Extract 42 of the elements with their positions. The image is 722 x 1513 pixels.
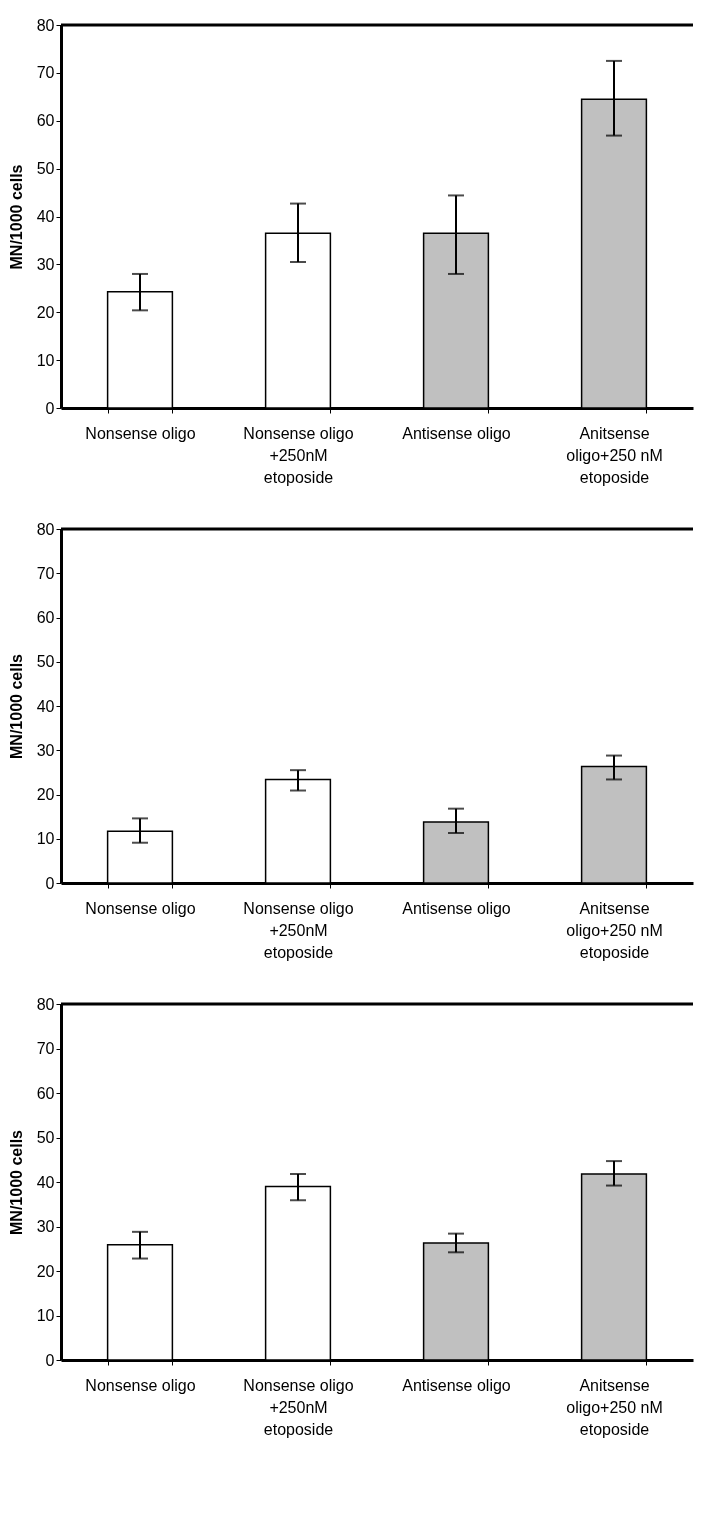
y-axis-title: MN/1000 cells — [7, 1129, 25, 1235]
y-tick-label: 20 — [36, 303, 55, 321]
x-tick-label: Nonsense oligo +250nM etoposide — [243, 899, 354, 961]
x-tick-label: Anitsense oligo+250 nM etoposide — [566, 899, 663, 961]
x-tick-label: Antisense oligo — [402, 1376, 511, 1394]
y-tick-label: 30 — [36, 741, 55, 759]
y-tick-label: 20 — [36, 786, 55, 803]
y-tick-label: 0 — [45, 399, 55, 417]
y-tick-label: 60 — [36, 112, 55, 130]
y-tick-label: 40 — [36, 208, 55, 225]
x-tick-label: Nonsense oligo +250nM etoposide — [243, 424, 354, 486]
y-tick-label: 10 — [36, 1307, 55, 1324]
y-tick-label: 10 — [36, 830, 55, 848]
y-tick-label: 80 — [36, 16, 55, 34]
x-tick-label: Nonsense oligo — [85, 899, 196, 917]
y-tick-label: 20 — [36, 1262, 55, 1280]
x-tick-label: Nonsense oligo +250nM etoposide — [243, 1376, 354, 1438]
y-tick-label: 70 — [36, 64, 55, 82]
y-tick-label: 80 — [36, 995, 55, 1013]
x-tick-label: Anitsense oligo+250 nM etoposide — [566, 424, 663, 486]
y-axis-title: MN/1000 cells — [7, 653, 25, 759]
y-tick-label: 0 — [45, 1351, 55, 1369]
x-tick-label: Nonsense oligo — [85, 1376, 196, 1394]
y-tick-label: 50 — [36, 160, 55, 178]
y-tick-label: 30 — [36, 1218, 55, 1235]
y-tick-label: 80 — [36, 520, 55, 538]
y-tick-label: 70 — [36, 564, 55, 582]
y-tick-label: 50 — [36, 1129, 55, 1146]
y-tick-label: 40 — [36, 697, 55, 715]
x-tick-label: Antisense oligo — [402, 424, 511, 442]
y-tick-label: 50 — [36, 653, 55, 671]
y-tick-label: 60 — [36, 609, 55, 626]
y-tick-label: 30 — [36, 255, 55, 273]
y-tick-label: 60 — [36, 1084, 55, 1102]
y-tick-label: 10 — [36, 351, 55, 369]
y-tick-label: 70 — [36, 1040, 55, 1057]
x-tick-label: Nonsense oligo — [85, 424, 196, 442]
x-tick-label: Anitsense oligo+250 nM etoposide — [566, 1376, 663, 1438]
x-tick-label: Antisense oligo — [402, 899, 511, 917]
y-tick-label: 40 — [36, 1173, 55, 1191]
y-tick-label: 0 — [45, 874, 55, 892]
y-axis-title: MN/1000 cells — [7, 164, 25, 270]
